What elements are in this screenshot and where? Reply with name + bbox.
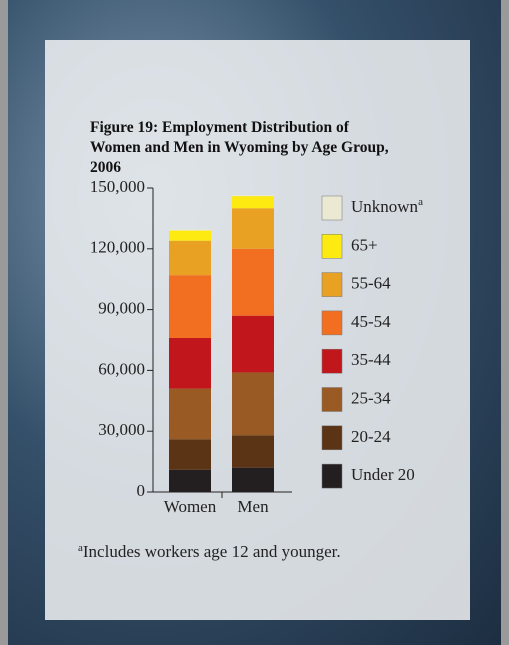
x-tick-label: Men [237, 497, 269, 516]
y-tick-label: 90,000 [98, 299, 145, 318]
legend-swatch [321, 310, 343, 336]
bar-segment [169, 230, 211, 241]
legend-label: Unknowna [351, 196, 423, 216]
legend-swatch [321, 348, 343, 374]
legend-label: 35-44 [351, 350, 391, 369]
legend-text: Under 20 [351, 465, 415, 484]
legend-label: 45-54 [351, 312, 391, 331]
bar-segment [232, 196, 274, 209]
footnote: aIncludes workers age 12 and younger. [78, 542, 341, 561]
legend-note-marker: a [418, 196, 423, 208]
bar-segment [169, 337, 211, 389]
legend-swatch [321, 463, 343, 489]
bar-segment [232, 315, 274, 373]
bar-segment [169, 240, 211, 276]
bar-segment [232, 467, 274, 492]
legend-label: 55-64 [351, 274, 391, 293]
y-tick-label: 120,000 [90, 238, 145, 257]
legend-text: 25-34 [351, 388, 391, 407]
legend-swatch [321, 234, 343, 259]
bar-segment [232, 208, 274, 249]
legend-label: 65+ [351, 235, 378, 254]
bar-segment [169, 469, 211, 492]
legend-swatch [321, 387, 343, 412]
y-tick-label: 60,000 [98, 359, 145, 378]
legend-text: 45-54 [351, 312, 391, 331]
legend-label: 25-34 [351, 388, 391, 407]
legend-label: Under 20 [351, 465, 415, 484]
y-tick-label: 30,000 [98, 420, 145, 439]
y-tick-label: 0 [137, 481, 146, 500]
bar-segment [169, 229, 211, 231]
edge [501, 0, 509, 645]
legend-text: 55-64 [351, 274, 391, 293]
edge [0, 0, 8, 645]
bar-segment [232, 435, 274, 468]
legend-swatch [321, 195, 343, 221]
legend-text: Unknown [351, 197, 419, 216]
bar-segment [232, 372, 274, 436]
legend-swatch [321, 272, 343, 297]
chart-title: Figure 19: Employment Distribution of Wo… [90, 119, 389, 176]
x-tick-label: Women [164, 497, 217, 516]
y-tick-label: 150,000 [90, 177, 145, 196]
bar-segment [232, 195, 274, 197]
bar-segment [169, 275, 211, 338]
legend-swatch [321, 425, 343, 451]
bar-segment [169, 439, 211, 470]
legend-label: 20-24 [351, 427, 391, 446]
legend-text: 35-44 [351, 350, 391, 369]
legend-text: 20-24 [351, 427, 391, 446]
bar-segment [232, 248, 274, 316]
bar-segment [169, 388, 211, 440]
legend-text: 65+ [351, 235, 378, 254]
footnote-marker: a [78, 542, 83, 554]
footnote-text: Includes workers age 12 and younger. [83, 542, 341, 561]
